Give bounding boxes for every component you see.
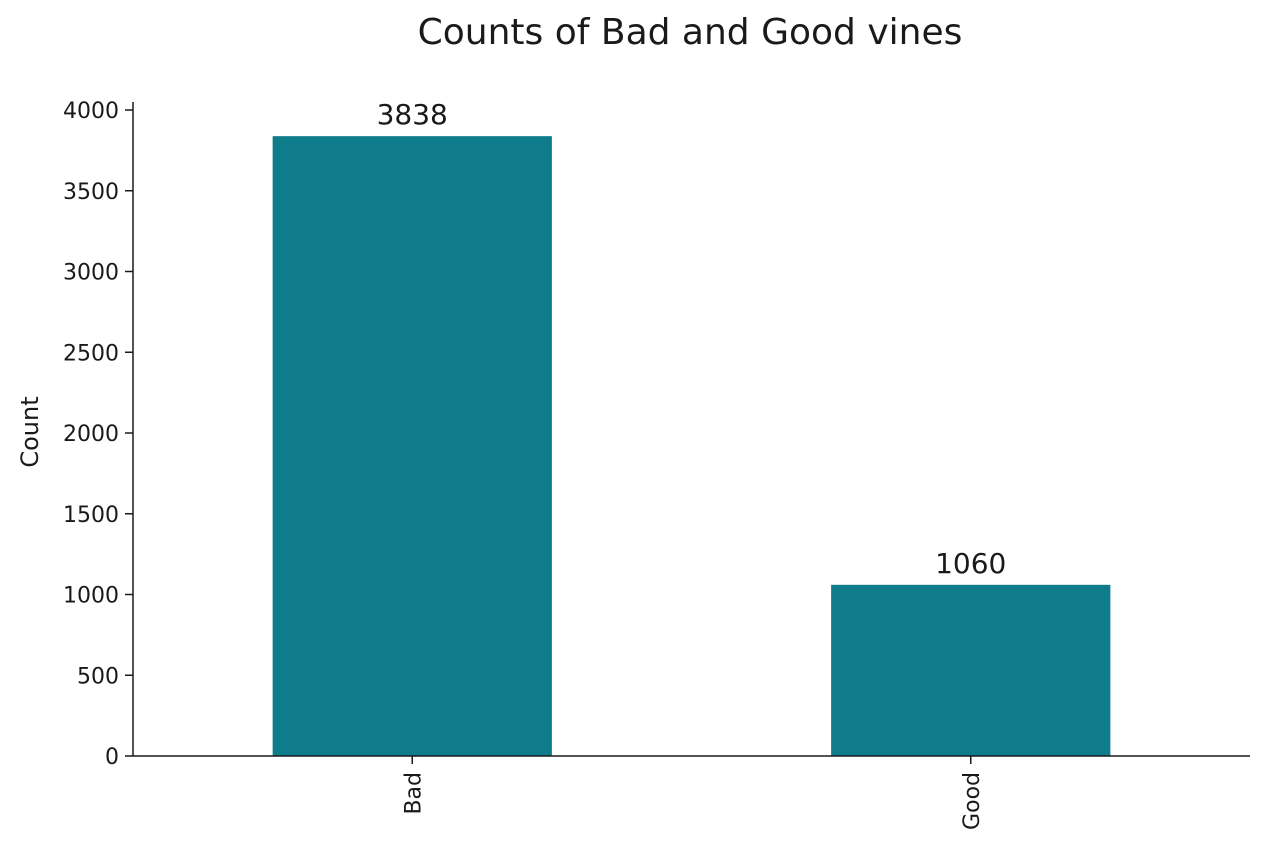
bar-value-labels: 3838 1060 <box>377 98 1007 580</box>
y-tick-label: 1000 <box>63 584 119 609</box>
y-tick-label: 2000 <box>63 422 119 447</box>
bar-value-label: 1060 <box>935 547 1006 580</box>
bar-good <box>831 584 1111 756</box>
y-tick-label: 500 <box>77 664 119 689</box>
bar-value-label: 3838 <box>377 98 448 131</box>
bars <box>272 136 1111 757</box>
y-tick-label: 3500 <box>63 180 119 205</box>
y-tick-label: 0 <box>105 745 119 770</box>
x-axis-ticks: Bad Good <box>401 756 985 830</box>
x-tick-label-bad: Bad <box>401 772 426 815</box>
chart-title: Counts of Bad and Good vines <box>418 12 963 53</box>
x-tick-label-good: Good <box>960 772 985 830</box>
bar-bad <box>272 136 552 757</box>
y-tick-label: 2500 <box>63 341 119 366</box>
y-tick-label: 4000 <box>63 99 119 124</box>
y-tick-label: 3000 <box>63 261 119 286</box>
y-axis-ticks: 0 500 1000 1500 2000 2500 3000 3500 4000 <box>63 99 133 770</box>
y-tick-label: 1500 <box>63 503 119 528</box>
y-axis-label: Count <box>16 396 44 467</box>
